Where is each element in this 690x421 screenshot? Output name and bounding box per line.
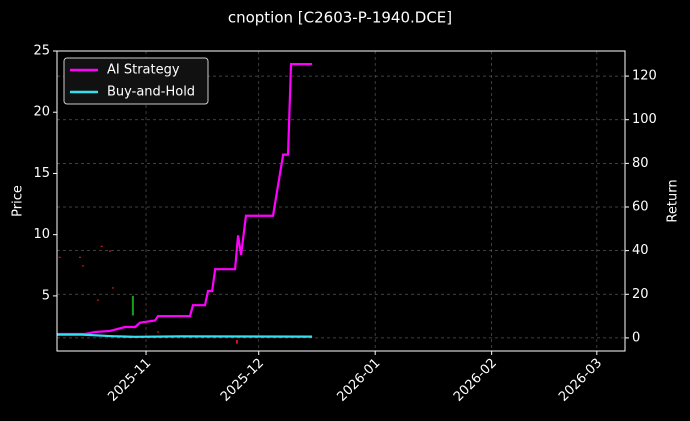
candle — [111, 287, 114, 289]
candle — [131, 295, 134, 316]
candle — [78, 256, 81, 258]
candle — [108, 250, 111, 252]
legend-label: Buy-and-Hold — [107, 85, 195, 100]
y-tick-label: 5 — [42, 288, 50, 303]
candle — [235, 339, 238, 344]
chart-title: cnoption [C2603-P-1940.DCE] — [228, 9, 452, 27]
candle — [100, 245, 103, 247]
y2-tick-label: 20 — [632, 287, 649, 302]
y-tick-label: 10 — [33, 227, 50, 242]
y2-tick-label: 60 — [632, 200, 649, 215]
y-axis-label: Price — [11, 185, 26, 217]
y2-tick-label: 100 — [632, 112, 657, 127]
candle — [81, 265, 84, 267]
axes-frame — [56, 50, 626, 352]
y-tick-label: 25 — [33, 44, 50, 59]
y-tick-label: 20 — [33, 105, 50, 120]
y2-tick-label: 80 — [632, 156, 649, 171]
y2-tick-label: 0 — [632, 330, 640, 345]
candle — [157, 331, 160, 333]
y2-tick-label: 40 — [632, 243, 649, 258]
legend-label: AI Strategy — [107, 63, 180, 78]
y-tick-label: 15 — [33, 166, 50, 181]
y2-tick-label: 120 — [632, 69, 657, 84]
y2-axis-label: Return — [666, 179, 681, 222]
candle — [96, 299, 99, 301]
candle — [58, 256, 61, 258]
legend-box — [63, 57, 209, 105]
series-line — [57, 333, 313, 338]
series-line — [57, 62, 313, 336]
